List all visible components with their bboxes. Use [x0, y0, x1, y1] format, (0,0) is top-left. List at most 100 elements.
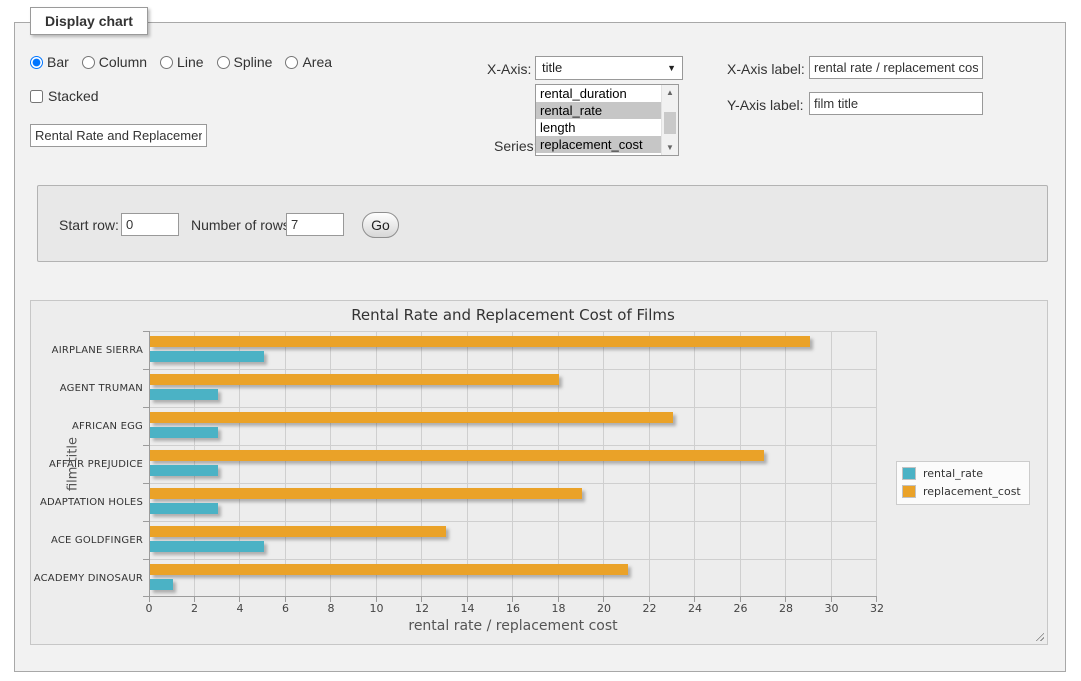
category-label: ACADEMY DINOSAUR — [33, 572, 143, 584]
gridline — [149, 445, 877, 446]
bar-replacement_cost-adaptation-holes — [150, 488, 583, 499]
plot-area — [143, 331, 877, 602]
y-axis-label-caption: Y-Axis label: — [727, 97, 804, 113]
series-option-replacement_cost[interactable]: replacement_cost — [536, 136, 661, 153]
x-tick — [466, 597, 468, 602]
bar-replacement_cost-agent-truman — [150, 374, 560, 385]
scrollbar-thumb[interactable] — [664, 112, 676, 134]
chart-panel: Rental Rate and Replacement Cost of Film… — [30, 300, 1048, 645]
start-row-input[interactable] — [121, 213, 179, 236]
gridline — [876, 331, 877, 597]
gridline — [421, 331, 422, 597]
gridline — [149, 559, 877, 560]
x-tick — [648, 597, 650, 602]
legend-item-replacement_cost: replacement_cost — [902, 485, 1021, 498]
x-axis-label-input[interactable] — [809, 56, 983, 79]
y-tick — [143, 596, 149, 597]
chart-type-radio-column[interactable] — [81, 55, 95, 69]
gridline — [375, 331, 377, 597]
chart-type-option-bar[interactable]: Bar — [30, 54, 69, 70]
scroll-up-icon[interactable]: ▲ — [666, 88, 674, 97]
bar-replacement_cost-academy-dinosaur — [150, 564, 628, 575]
gridline — [466, 331, 468, 597]
chart-title: Rental Rate and Replacement Cost of Film… — [351, 306, 675, 324]
x-axis-title: rental rate / replacement cost — [408, 618, 618, 634]
x-tick-label: 14 — [460, 602, 475, 615]
num-rows-input[interactable] — [286, 213, 344, 236]
chart-type-option-spline[interactable]: Spline — [216, 54, 273, 70]
x-tick — [694, 597, 695, 602]
x-tick — [239, 597, 240, 602]
num-rows-label: Number of rows: — [191, 217, 294, 233]
category-label: AIRPLANE SIERRA — [51, 344, 143, 356]
gridline — [830, 331, 832, 597]
y-tick — [143, 445, 149, 446]
legend-label: rental_rate — [923, 467, 983, 480]
x-tick — [830, 597, 832, 602]
x-tick-label: 18 — [551, 602, 566, 615]
y-tick — [143, 331, 149, 332]
x-tick — [330, 597, 331, 602]
chart-type-option-column[interactable]: Column — [81, 54, 148, 70]
y-tick — [143, 483, 149, 484]
x-tick — [557, 597, 559, 602]
x-axis-caption: X-Axis: — [487, 61, 532, 77]
chart-type-radio-area[interactable] — [285, 55, 299, 69]
x-tick-label: 22 — [642, 602, 657, 615]
x-tick — [149, 597, 150, 602]
gridline — [149, 407, 877, 408]
stacked-row: Stacked — [30, 88, 99, 104]
chart-type-radio-spline[interactable] — [216, 55, 230, 69]
gridline — [284, 331, 286, 597]
x-tick-label: 30 — [824, 602, 839, 615]
x-tick — [421, 597, 422, 602]
series-scrollbar[interactable]: ▲ ▼ — [661, 85, 678, 155]
series-caption: Series: — [494, 138, 538, 154]
x-tick — [193, 597, 195, 602]
category-label: AFRICAN EGG — [72, 420, 143, 432]
gridline — [648, 331, 650, 597]
legend-swatch-replacement_cost — [902, 485, 916, 498]
y-axis-line — [149, 331, 150, 597]
gridline — [239, 331, 240, 597]
scroll-down-icon[interactable]: ▼ — [666, 143, 674, 152]
y-axis-title: film title — [65, 436, 81, 492]
y-axis-label-input[interactable] — [809, 92, 983, 115]
legend-swatch-rental_rate — [902, 467, 916, 480]
chevron-down-icon: ▼ — [667, 63, 676, 73]
x-tick — [785, 597, 786, 602]
x-tick-label: 24 — [688, 602, 702, 615]
chart-type-radio-bar[interactable] — [30, 55, 43, 69]
x-axis-select[interactable]: title ▼ — [535, 56, 683, 80]
x-tick-label: 32 — [870, 602, 884, 615]
bar-replacement_cost-airplane-sierra — [150, 336, 810, 347]
legend-label: replacement_cost — [923, 485, 1021, 498]
bar-rental_rate-agent-truman — [150, 389, 219, 400]
chart-type-option-area[interactable]: Area — [285, 54, 332, 70]
resize-handle-icon[interactable] — [1033, 630, 1044, 641]
y-tick — [143, 407, 149, 408]
series-option-length[interactable]: length — [540, 120, 576, 135]
chart-title-input[interactable] — [30, 124, 207, 147]
stacked-checkbox[interactable] — [30, 89, 43, 103]
go-button[interactable]: Go — [362, 212, 399, 238]
x-tick-label: 20 — [597, 602, 611, 615]
bar-rental_rate-ace-goldfinger — [150, 541, 264, 552]
x-tick-label: 0 — [145, 602, 153, 615]
category-label: AFFAIR PREJUDICE — [48, 458, 143, 470]
series-option-rental_rate[interactable]: rental_rate — [536, 102, 661, 119]
x-tick-label: 8 — [327, 602, 335, 615]
y-tick — [143, 369, 149, 370]
bar-replacement_cost-african-egg — [150, 412, 674, 423]
category-label: ADAPTATION HOLES — [39, 496, 143, 508]
x-tick-label: 10 — [369, 602, 384, 615]
gridline — [557, 331, 559, 597]
gridline — [193, 331, 195, 597]
chart-type-radio-line[interactable] — [160, 55, 174, 69]
chart-type-label: Column — [98, 54, 148, 70]
chart-type-option-line[interactable]: Line — [160, 54, 204, 70]
gridline — [739, 331, 741, 597]
series-option-rental_duration[interactable]: rental_duration — [540, 86, 627, 101]
chart-type-label: Spline — [233, 54, 273, 70]
